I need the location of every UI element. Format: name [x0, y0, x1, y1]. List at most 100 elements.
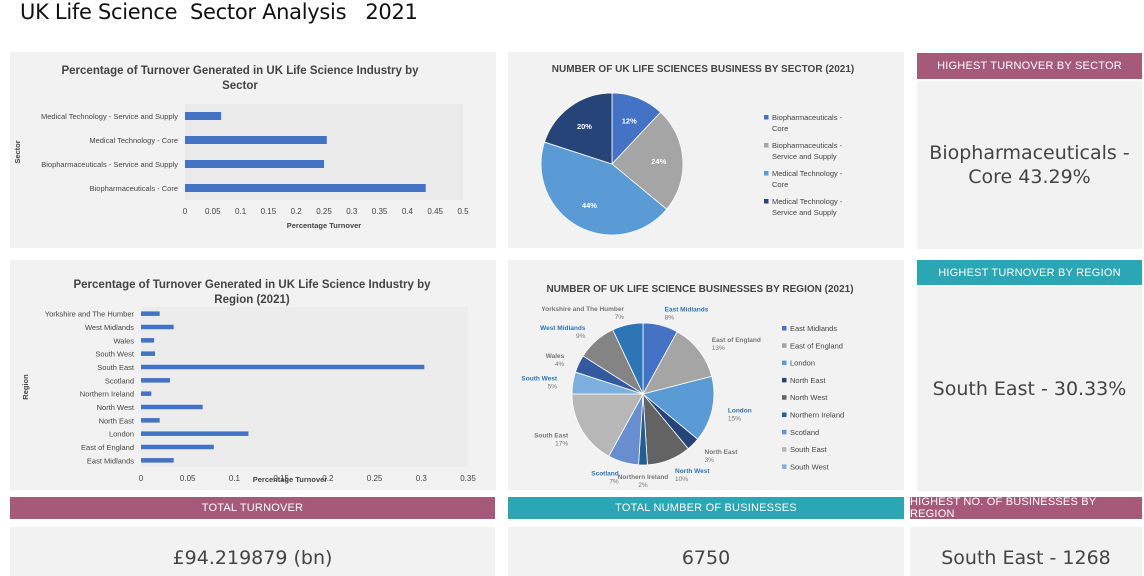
- data-label: London: [728, 408, 752, 415]
- data-label: 12%: [622, 116, 637, 125]
- legend-swatch: [782, 395, 787, 400]
- sector-pie-chart: NUMBER OF UK LIFE SCIENCES BUSINESS BY S…: [540, 64, 854, 236]
- bar: [141, 418, 160, 423]
- legend-label: East of England: [790, 341, 843, 350]
- bar: [141, 458, 174, 463]
- highest-businesses-header: HIGHEST NO. OF BUSINESSES BY REGION: [910, 496, 1142, 520]
- legend-label: Medical Technology -: [772, 169, 843, 178]
- highest-sector-value: Biopharmaceuticals - Core 43.29%: [929, 142, 1130, 188]
- total-turnover-value: £94.219879 (bn): [172, 547, 333, 569]
- legend-label: South East: [790, 445, 828, 454]
- plot-area: [141, 307, 468, 467]
- total-turnover-card: £94.219879 (bn): [10, 527, 495, 576]
- category-label: Yorkshire and The Humber: [45, 310, 135, 319]
- category-label: South West: [95, 350, 135, 359]
- legend-label: North East: [790, 376, 826, 385]
- data-label: 7%: [609, 479, 619, 486]
- x-tick-label: 0.2: [291, 207, 303, 216]
- highest-sector-card: Biopharmaceuticals - Core 43.29%: [917, 81, 1142, 249]
- x-tick-label: 0.35: [460, 474, 476, 483]
- bar: [141, 364, 425, 370]
- legend-swatch: [782, 343, 787, 348]
- category-label: Northern Ireland: [80, 390, 134, 399]
- category-label: London: [109, 430, 134, 439]
- region-pie-panel: NUMBER OF UK LIFE SCIENCE BUSINESSES BY …: [508, 260, 904, 490]
- legend-label: Core: [772, 180, 788, 189]
- data-label: North East: [705, 449, 739, 456]
- highest-region-card: South East - 30.33%: [917, 287, 1142, 491]
- legend-label: Biopharmaceuticals -: [772, 113, 843, 122]
- legend-label: East Midlands: [790, 324, 837, 333]
- legend-swatch: [782, 464, 787, 469]
- legend-swatch: [782, 447, 787, 452]
- legend-swatch: [782, 326, 787, 331]
- data-label: West Midlands: [540, 325, 586, 332]
- category-label: South East: [97, 363, 135, 372]
- legend-swatch: [764, 171, 769, 176]
- legend-swatch: [764, 199, 769, 204]
- x-tick-label: 0: [139, 474, 144, 483]
- bar: [141, 444, 214, 450]
- highest-businesses-card: South East - 1268: [910, 527, 1142, 576]
- category-label: West Midlands: [85, 323, 134, 332]
- x-axis-label: Percentage Turnover: [287, 221, 362, 230]
- bar: [141, 311, 160, 316]
- legend-label: Northern Ireland: [790, 411, 844, 420]
- data-label: 15%: [728, 416, 741, 423]
- chart-title: Region (2021): [214, 294, 290, 306]
- total-businesses-card: 6750: [508, 527, 904, 576]
- data-label: 44%: [582, 201, 597, 210]
- chart-title: Percentage of Turnover Generated in UK L…: [73, 279, 431, 291]
- x-tick-label: 0: [183, 207, 188, 216]
- data-label: 8%: [665, 315, 675, 322]
- x-axis-label: Percentage Turnover: [253, 475, 328, 484]
- chart-title: NUMBER OF UK LIFE SCIENCES BUSINESS BY S…: [552, 64, 854, 75]
- legend-label: Service and Supply: [772, 152, 837, 161]
- data-label: East of England: [712, 337, 761, 344]
- category-label: Biopharmaceuticals - Core: [90, 184, 178, 193]
- bar: [185, 160, 324, 168]
- pie-slice: [612, 322, 644, 395]
- data-label: 13%: [712, 345, 725, 352]
- data-label: Scotland: [591, 471, 618, 478]
- page-title: UK Life Science Sector Analysis 2021: [20, 0, 418, 24]
- pie-slice: [540, 141, 668, 236]
- data-label: 10%: [675, 476, 688, 483]
- y-axis-label: Sector: [13, 140, 22, 163]
- legend-swatch: [782, 412, 787, 417]
- region-bar-chart: Percentage of Turnover Generated in UK L…: [21, 279, 476, 484]
- legend-swatch: [782, 360, 787, 366]
- category-label: Wales: [113, 336, 134, 345]
- bar: [141, 324, 174, 330]
- pie-slice: [611, 111, 684, 210]
- x-tick-label: 0.05: [205, 207, 221, 216]
- category-label: North West: [97, 403, 135, 412]
- x-tick-label: 0.3: [346, 207, 358, 216]
- sector-pie-panel: NUMBER OF UK LIFE SCIENCES BUSINESS BY S…: [508, 52, 904, 248]
- data-label: 20%: [577, 122, 592, 131]
- data-label: 2%: [638, 482, 648, 489]
- data-label: 9%: [576, 333, 586, 340]
- legend-swatch: [782, 429, 787, 435]
- x-tick-label: 0.1: [229, 474, 241, 483]
- pie-slice: [642, 375, 715, 440]
- bar: [141, 404, 203, 410]
- region-pie-chart: NUMBER OF UK LIFE SCIENCE BUSINESSES BY …: [521, 284, 853, 489]
- legend-label: South West: [790, 462, 830, 471]
- legend-label: Biopharmaceuticals -: [772, 141, 843, 150]
- data-label: Yorkshire and The Humber: [541, 306, 624, 313]
- pie-slice: [543, 92, 613, 165]
- bar: [185, 184, 426, 192]
- legend-swatch: [782, 377, 787, 383]
- data-label: Wales: [546, 353, 565, 360]
- legend-label: London: [790, 359, 815, 368]
- x-tick-label: 0.1: [235, 207, 247, 216]
- data-label: South West: [521, 376, 557, 383]
- data-label: North West: [675, 468, 710, 475]
- data-label: South East: [534, 432, 569, 439]
- category-label: East of England: [81, 443, 134, 452]
- bar: [141, 378, 170, 383]
- highest-region-value: South East - 30.33%: [932, 378, 1127, 400]
- legend-swatch: [764, 143, 769, 148]
- data-label: East Midlands: [665, 307, 709, 314]
